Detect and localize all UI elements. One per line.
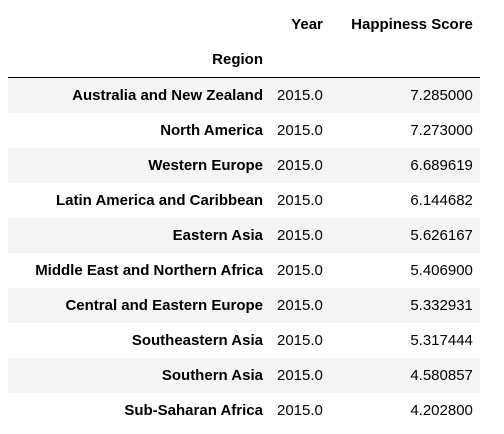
score-cell: 7.273000 [410,121,473,139]
year-cell: 2015.0 [277,331,323,349]
header-blank-cell [330,42,480,78]
table-row: Southern Asia 2015.0 4.580857 [8,357,480,393]
table-row: Eastern Asia 2015.0 5.626167 [8,217,480,253]
table-row: Latin America and Caribbean 2015.0 6.144… [8,182,480,218]
row-index-label: Central and Eastern Europe [65,296,263,314]
row-index-label: Eastern Asia [172,226,263,244]
row-index-label: Latin America and Caribbean [56,191,263,209]
table-row: Sub-Saharan Africa 2015.0 4.202800 [8,392,480,428]
score-cell: 5.332931 [410,296,473,314]
year-cell: 2015.0 [277,86,323,104]
year-cell: 2015.0 [277,261,323,279]
year-cell: 2015.0 [277,226,323,244]
index-name-header: Region [212,51,263,68]
year-cell: 2015.0 [277,366,323,384]
header-columns-row: Year Happiness Score [8,7,480,42]
year-cell: 2015.0 [277,121,323,139]
year-cell: 2015.0 [277,296,323,314]
score-cell: 5.406900 [410,261,473,279]
row-index-label: Southern Asia [161,366,263,384]
row-index-label: Middle East and Northern Africa [35,261,263,279]
column-header-year: Year [291,16,323,33]
year-cell: 2015.0 [277,401,323,419]
row-index-label: Southeastern Asia [131,331,263,349]
score-cell: 5.626167 [410,226,473,244]
score-cell: 5.317444 [410,331,473,349]
header-blank-cell [8,7,270,42]
table-header: Year Happiness Score Region [8,7,480,78]
table-row: Southeastern Asia 2015.0 5.317444 [8,322,480,358]
year-cell: 2015.0 [277,191,323,209]
row-index-label: North America [160,121,263,139]
table-row: Western Europe 2015.0 6.689619 [8,147,480,183]
score-cell: 4.202800 [410,401,473,419]
row-index-label: Western Europe [148,156,263,174]
row-index-label: Sub-Saharan Africa [124,401,263,419]
score-cell: 6.689619 [410,156,473,174]
score-cell: 7.285000 [410,86,473,104]
row-index-label: Australia and New Zealand [72,86,263,104]
dataframe-table: Year Happiness Score Region Australia an… [8,7,480,428]
table-row: Australia and New Zealand 2015.0 7.28500… [8,77,480,113]
table-row: Central and Eastern Europe 2015.0 5.3329… [8,287,480,323]
header-blank-cell [270,42,330,78]
score-cell: 6.144682 [410,191,473,209]
table-row: Middle East and Northern Africa 2015.0 5… [8,252,480,288]
year-cell: 2015.0 [277,156,323,174]
table-row: North America 2015.0 7.273000 [8,112,480,148]
column-header-happiness-score: Happiness Score [351,16,473,33]
header-index-row: Region [8,42,480,78]
table-body: Australia and New Zealand 2015.0 7.28500… [8,77,480,428]
score-cell: 4.580857 [410,366,473,384]
